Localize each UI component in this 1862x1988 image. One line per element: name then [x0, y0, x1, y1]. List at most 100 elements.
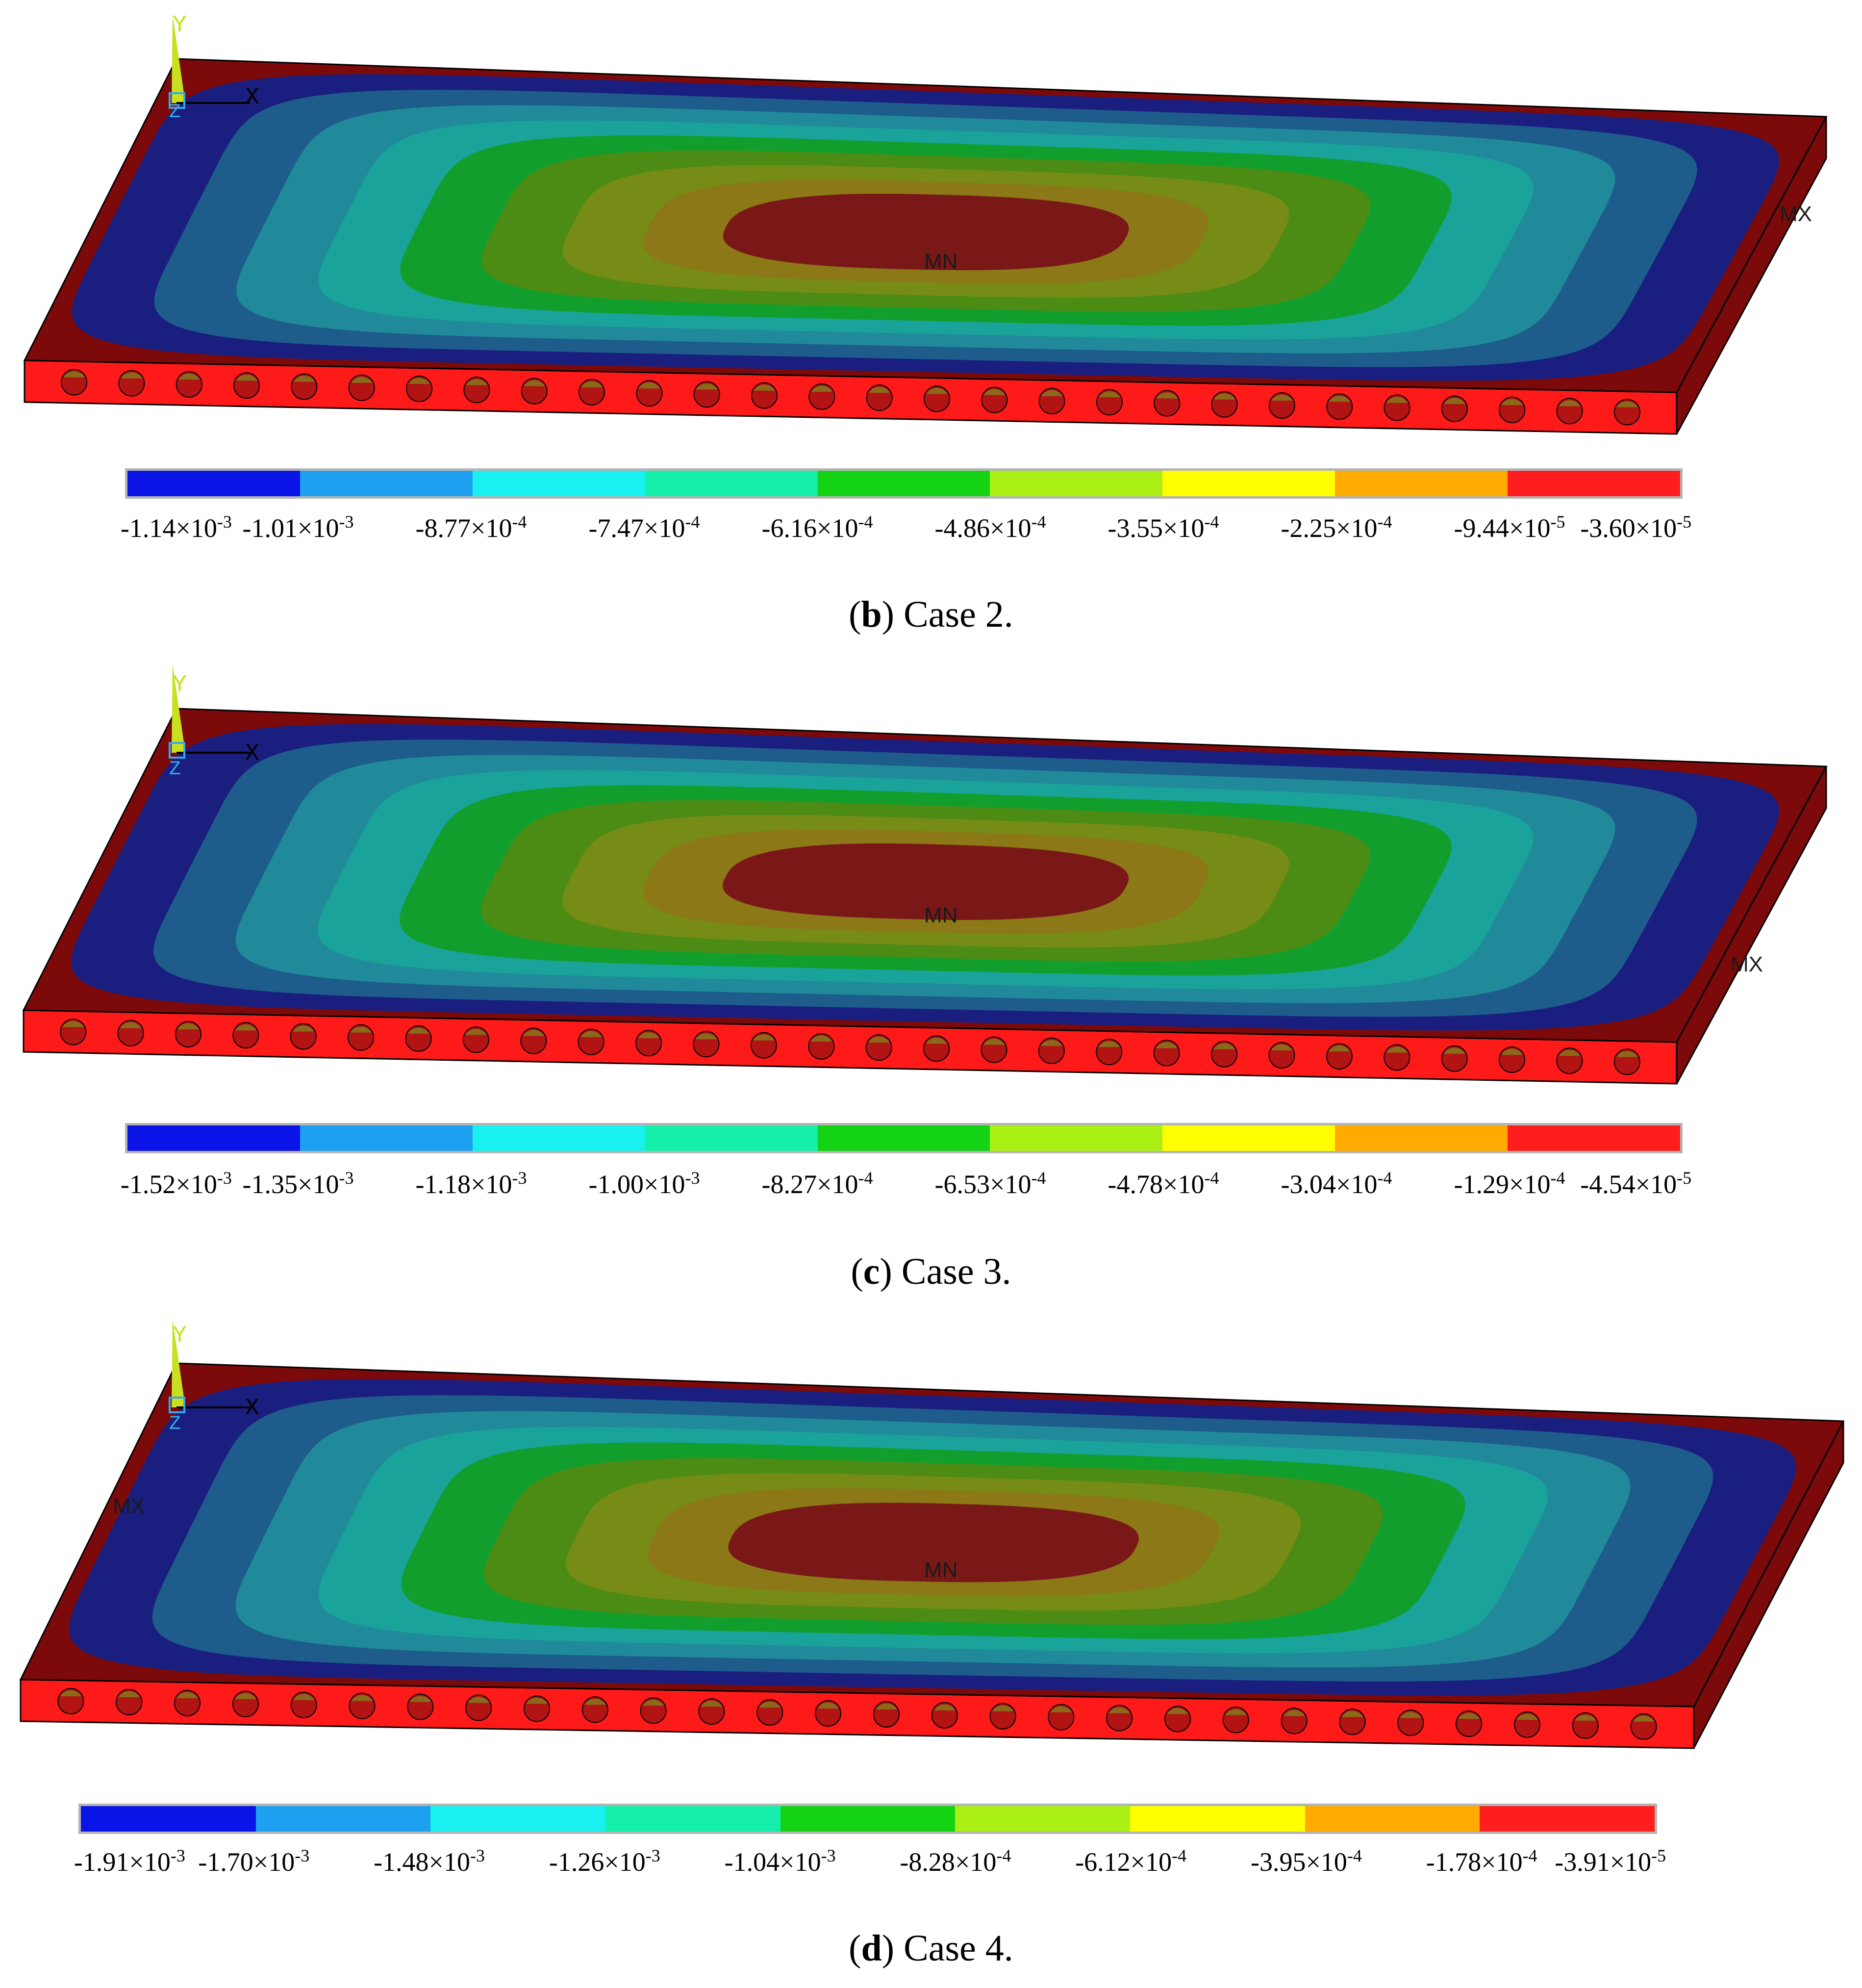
tendon-hole-shade	[465, 1029, 487, 1035]
legend-tick-value: -1.26×10	[549, 1847, 646, 1877]
legend-tick-label: -1.00×10-3	[588, 1169, 700, 1199]
panel-letter: c	[863, 1251, 880, 1292]
legend-tick-value: -8.77×10	[415, 513, 512, 543]
plate-contour	[23, 15, 1828, 435]
axis-y-arrow	[172, 15, 185, 103]
legend-tick-label: -3.60×10-5	[1580, 512, 1692, 543]
legend-tick-value: -1.00×10	[588, 1170, 685, 1199]
min-marker: MN	[924, 903, 958, 927]
axis-x-label: X	[245, 84, 259, 111]
legend-swatch	[1508, 471, 1681, 496]
panel-caption: (b) Case 2.	[849, 594, 1013, 635]
legend-tick-label: -3.04×10-4	[1281, 1169, 1392, 1198]
legend-tick-value: -1.35×10	[242, 1170, 339, 1199]
tendon-hole-shade	[1386, 397, 1408, 403]
max-marker: MX	[1731, 952, 1763, 976]
tendon-hole-shade	[581, 381, 603, 387]
legend-tick-value: -8.28×10	[900, 1847, 997, 1877]
legend-swatch	[1508, 1125, 1681, 1151]
tendon-hole-shade	[350, 1026, 372, 1033]
tendon-hole-shade	[1213, 1043, 1235, 1049]
legend-tick-value: -3.60×10	[1580, 513, 1677, 543]
axis-z-label: Z	[169, 759, 181, 781]
tendon-hole-shade	[235, 1024, 257, 1031]
axis-z-marker	[169, 92, 185, 109]
plate-contour	[19, 1319, 1845, 1749]
tendon-hole-shade	[292, 1025, 314, 1032]
legend-swatch	[780, 1806, 956, 1832]
tendon-hole-shade	[526, 1698, 548, 1704]
contour-band	[728, 1503, 1139, 1582]
tendon-hole-shade	[1574, 1714, 1596, 1721]
tendon-hole-shade	[120, 1022, 142, 1028]
tendon-hole-shade	[1458, 1712, 1480, 1719]
legend-tick-value: -1.91×10	[74, 1847, 171, 1877]
legend-tick-exponent: -5	[1677, 512, 1692, 532]
legend-tick-label: -1.29×10-4	[1454, 1169, 1565, 1198]
tendon-hole-shade	[293, 376, 315, 382]
legend-tick-label: -2.25×10-4	[1281, 512, 1392, 543]
legend-tick-exponent: -3	[821, 1846, 836, 1865]
tendon-hole-shade	[351, 1695, 373, 1701]
legend-tick-label: -4.86×10-4	[935, 513, 1046, 541]
tendon-hole-shade	[642, 1700, 664, 1706]
legend-tick-label: -6.12×10-4	[1075, 1847, 1186, 1875]
legend-tick-value: -6.53×10	[934, 1170, 1032, 1199]
axis-z-marker	[169, 742, 185, 759]
legend-tick-label: -1.04×10-3	[725, 1846, 836, 1875]
legend-swatch	[645, 1125, 818, 1151]
legend-swatch	[990, 471, 1163, 496]
tendon-hole-shade	[62, 1021, 84, 1027]
min-marker: MN	[924, 1558, 958, 1582]
legend-swatch	[990, 1125, 1163, 1151]
tendon-hole-shade	[638, 1032, 660, 1039]
tendon-hole-shade	[234, 1693, 256, 1699]
tendon-hole-shade	[696, 383, 718, 390]
tendon-hole-shade	[63, 371, 85, 378]
legend-tick-exponent: -3	[217, 1168, 232, 1188]
legend-swatch	[81, 1806, 256, 1832]
axis-z-label: Z	[169, 1413, 181, 1435]
panel-case-2: Y X Z MN MX -1.14×10-3 -1.01×10-3 -8.77×10…	[0, 0, 1862, 652]
legend-tick-label: -1.18×10-3	[416, 1169, 527, 1198]
tendon-hole-shade	[1386, 1046, 1408, 1053]
tendon-hole-shade	[1516, 1713, 1538, 1720]
legend-tick-value: -2.25×10	[1281, 513, 1378, 543]
tendon-hole-shade	[1501, 399, 1523, 406]
legend-tick-exponent: -5	[1677, 1168, 1692, 1188]
tendon-hole-shade	[523, 1030, 545, 1036]
legend-tick-exponent: -4	[1347, 1846, 1362, 1865]
tendon-hole-shade	[1156, 1042, 1178, 1048]
legend-tick-value: -1.78×10	[1426, 1847, 1523, 1877]
legend-tick-label: -1.01×10-3	[243, 513, 354, 541]
tendon-hole-shade	[409, 1696, 431, 1702]
tendon-hole-shade	[1167, 1708, 1189, 1714]
tendon-hole-shade	[1098, 1041, 1120, 1047]
axis-y-arrow	[172, 1319, 185, 1407]
tendon-hole-shade	[983, 1039, 1005, 1045]
tendon-hole-shade	[926, 1038, 948, 1044]
legend-swatch	[472, 471, 645, 496]
legend-tick-exponent: -4	[1204, 1168, 1219, 1188]
legend-swatch	[127, 1125, 300, 1151]
tendon-hole-shade	[1341, 1711, 1363, 1717]
legend-color-bar	[125, 468, 1683, 499]
tendon-hole-shade	[1329, 396, 1351, 402]
axis-z-marker	[169, 1397, 185, 1413]
tendon-hole-shade	[1271, 394, 1293, 401]
legend-tick-exponent: -4	[1377, 512, 1392, 532]
plate-contour	[22, 664, 1828, 1085]
tendon-hole-shade	[753, 1034, 775, 1041]
legend-tick-exponent: -4	[1204, 512, 1219, 532]
legend-tick-label: -4.78×10-4	[1108, 1168, 1219, 1198]
legend-swatch	[817, 471, 990, 496]
tendon-hole-shade	[1098, 391, 1120, 398]
tendon-hole-shade	[1501, 1048, 1523, 1055]
tendon-hole-shade	[121, 372, 143, 379]
legend-tick-value: -9.44×10	[1454, 513, 1551, 543]
legend-swatch	[1162, 1125, 1335, 1151]
axis-y-arrow	[172, 664, 185, 753]
tendon-hole-shade	[1400, 1712, 1422, 1718]
legend-tick-label: -1.70×10-3	[198, 1847, 309, 1875]
panel-caption: (d) Case 4.	[849, 1928, 1013, 1969]
